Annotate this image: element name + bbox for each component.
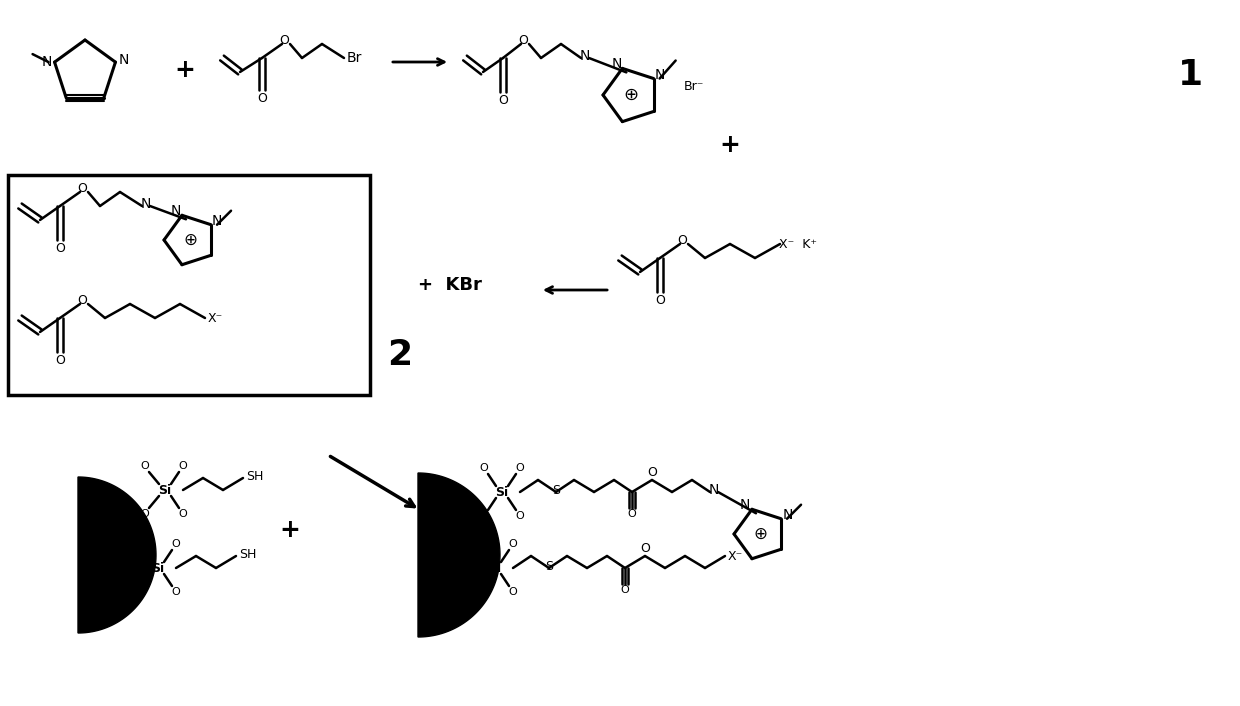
Text: O: O bbox=[55, 354, 64, 366]
Text: +: + bbox=[719, 133, 740, 157]
Text: N: N bbox=[611, 57, 621, 71]
Text: SH: SH bbox=[239, 547, 257, 561]
Text: O: O bbox=[472, 587, 481, 597]
Text: O: O bbox=[647, 465, 657, 479]
Text: N: N bbox=[655, 68, 665, 81]
Text: O: O bbox=[518, 35, 528, 47]
Text: N: N bbox=[41, 55, 52, 69]
Text: ⊕: ⊕ bbox=[184, 231, 197, 249]
Text: O: O bbox=[640, 542, 650, 554]
Text: O: O bbox=[140, 461, 149, 471]
Text: S: S bbox=[552, 484, 560, 496]
Text: 1: 1 bbox=[1178, 58, 1203, 92]
Text: +: + bbox=[279, 518, 300, 542]
Text: O: O bbox=[516, 511, 525, 521]
Text: Si: Si bbox=[151, 561, 165, 575]
Bar bbox=[7, 175, 370, 395]
Text: ⊕: ⊕ bbox=[624, 86, 639, 104]
Text: O: O bbox=[134, 587, 143, 597]
Text: O: O bbox=[179, 509, 187, 519]
Text: +: + bbox=[175, 58, 196, 82]
Text: O: O bbox=[627, 509, 636, 519]
Text: O: O bbox=[498, 93, 508, 107]
Text: O: O bbox=[516, 463, 525, 473]
Text: O: O bbox=[257, 92, 267, 104]
Text: O: O bbox=[480, 463, 489, 473]
Text: 2: 2 bbox=[387, 338, 413, 372]
Text: O: O bbox=[472, 539, 481, 549]
Text: N: N bbox=[171, 204, 181, 218]
Text: Br⁻: Br⁻ bbox=[683, 80, 704, 93]
Text: Br: Br bbox=[346, 51, 362, 65]
Text: O: O bbox=[55, 241, 64, 254]
Text: N: N bbox=[118, 53, 129, 67]
Text: O: O bbox=[77, 294, 87, 308]
Text: O: O bbox=[480, 511, 489, 521]
Text: SH: SH bbox=[247, 469, 264, 482]
Text: X⁻  K⁺: X⁻ K⁺ bbox=[779, 237, 817, 251]
Text: O: O bbox=[621, 585, 630, 595]
Text: N: N bbox=[709, 483, 719, 497]
Text: O: O bbox=[655, 294, 665, 306]
Text: O: O bbox=[677, 234, 687, 248]
Text: X⁻: X⁻ bbox=[207, 311, 223, 325]
Text: Si: Si bbox=[489, 561, 501, 575]
Text: Si: Si bbox=[496, 486, 508, 498]
Polygon shape bbox=[418, 473, 500, 637]
Text: Si: Si bbox=[159, 484, 171, 496]
Text: O: O bbox=[77, 182, 87, 196]
Text: ⊕: ⊕ bbox=[753, 525, 766, 543]
Text: O: O bbox=[134, 539, 143, 549]
Polygon shape bbox=[78, 477, 156, 633]
Text: O: O bbox=[140, 509, 149, 519]
Text: O: O bbox=[279, 35, 289, 47]
Text: N: N bbox=[740, 498, 750, 513]
Text: S: S bbox=[546, 559, 553, 573]
Text: O: O bbox=[171, 539, 180, 549]
Text: N: N bbox=[141, 197, 151, 211]
Text: N: N bbox=[212, 214, 222, 228]
Text: O: O bbox=[508, 539, 517, 549]
Text: N: N bbox=[580, 49, 590, 63]
Text: +  KBr: + KBr bbox=[418, 276, 482, 294]
Text: N: N bbox=[782, 508, 794, 522]
Text: X⁻: X⁻ bbox=[728, 549, 743, 563]
Text: O: O bbox=[508, 587, 517, 597]
Text: O: O bbox=[171, 587, 180, 597]
Text: O: O bbox=[179, 461, 187, 471]
